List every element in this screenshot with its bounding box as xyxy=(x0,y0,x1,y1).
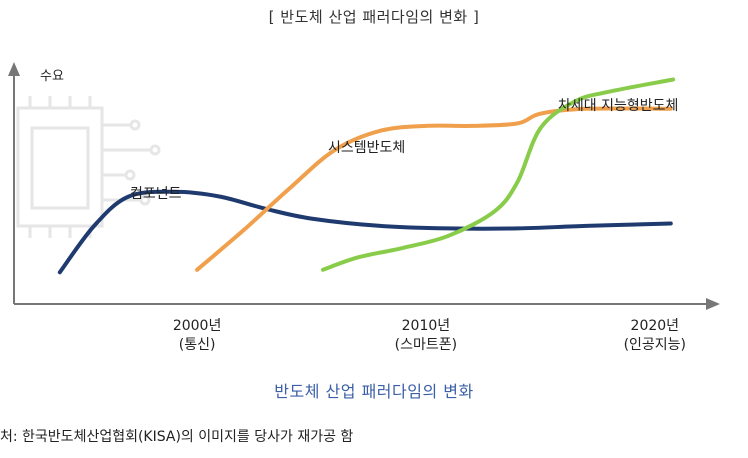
series-line-system xyxy=(195,106,673,272)
chart-caption: 반도체 산업 패러다임의 변화 xyxy=(274,382,474,401)
x-tick-label: 2000년 (통신) xyxy=(173,318,222,353)
series-label-nextgen: 차세대 지능형반도체 xyxy=(558,98,678,114)
series-label-system: 시스템반도체 xyxy=(328,140,405,156)
y-axis-label: 수요 xyxy=(40,69,64,84)
y-axis-arrow xyxy=(8,62,20,76)
chart-title: [ 반도체 산업 패러다임의 변화 ] xyxy=(268,8,480,26)
source-note: 처: 한국반도체산업협회(KISA)의 이미지를 당사가 재가공 함 xyxy=(0,429,354,445)
chip-watermark-icon xyxy=(16,96,161,238)
x-tick-label: 2010년 (스마트폰) xyxy=(395,318,457,353)
x-axis-arrow xyxy=(706,298,720,310)
x-tick-labels: 2000년 (통신) 2010년 (스마트폰) 2020년 (인공지능) xyxy=(173,318,686,353)
series-line-nextgen xyxy=(321,77,676,272)
x-tick-label: 2020년 (인공지능) xyxy=(624,318,686,353)
series-line-component xyxy=(57,189,673,275)
series-label-component: 컴포넌트 xyxy=(130,186,182,202)
series-layer xyxy=(57,77,676,275)
